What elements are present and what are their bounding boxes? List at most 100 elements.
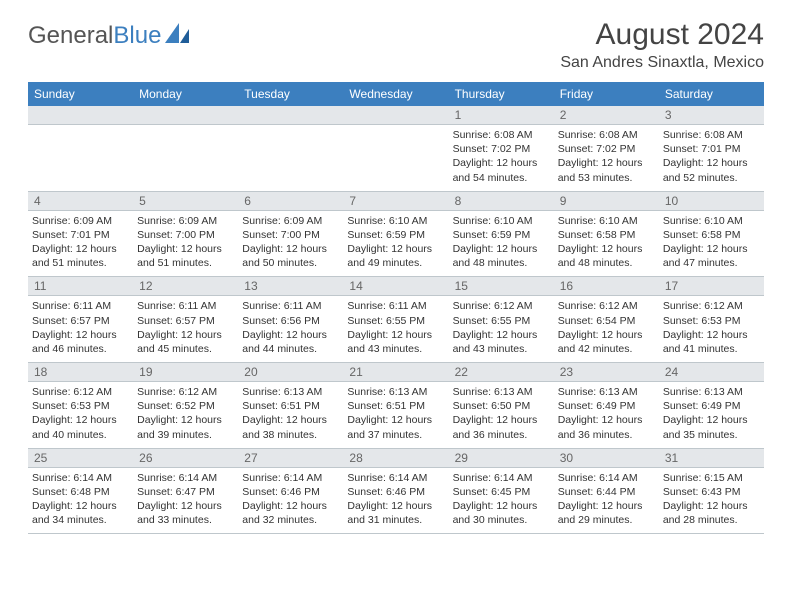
day-details: Sunrise: 6:08 AMSunset: 7:02 PMDaylight:… [554,125,659,191]
day-number-cell: 22 [449,363,554,382]
daynum-row: 25262728293031 [28,448,764,467]
day-details: Sunrise: 6:08 AMSunset: 7:02 PMDaylight:… [449,125,554,191]
day-number-cell: 24 [659,363,764,382]
day-details: Sunrise: 6:14 AMSunset: 6:48 PMDaylight:… [28,468,133,534]
day-detail-cell [28,125,133,192]
day-detail-cell: Sunrise: 6:11 AMSunset: 6:56 PMDaylight:… [238,296,343,363]
day-number-cell: 12 [133,277,238,296]
day-number: 21 [343,363,448,381]
day-number: 15 [449,277,554,295]
day-number: 30 [554,449,659,467]
day-detail-cell: Sunrise: 6:09 AMSunset: 7:00 PMDaylight:… [238,210,343,277]
day-details: Sunrise: 6:12 AMSunset: 6:55 PMDaylight:… [449,296,554,362]
day-number-cell [343,106,448,125]
day-number-cell: 18 [28,363,133,382]
day-number-cell: 9 [554,191,659,210]
day-number: 20 [238,363,343,381]
day-detail-cell [133,125,238,192]
day-number: 27 [238,449,343,467]
day-detail-cell: Sunrise: 6:08 AMSunset: 7:02 PMDaylight:… [554,125,659,192]
weekday-header: Friday [554,82,659,106]
day-details: Sunrise: 6:10 AMSunset: 6:58 PMDaylight:… [659,211,764,277]
header: GeneralBlue August 2024 San Andres Sinax… [28,18,764,72]
day-detail-cell [238,125,343,192]
day-details: Sunrise: 6:14 AMSunset: 6:45 PMDaylight:… [449,468,554,534]
day-number: 5 [133,192,238,210]
day-number-cell: 7 [343,191,448,210]
location: San Andres Sinaxtla, Mexico [560,54,764,72]
day-detail-cell [343,125,448,192]
day-number: 3 [659,106,764,124]
day-number: 12 [133,277,238,295]
weekday-header: Monday [133,82,238,106]
day-details: Sunrise: 6:14 AMSunset: 6:46 PMDaylight:… [343,468,448,534]
day-number-cell: 25 [28,448,133,467]
day-details: Sunrise: 6:11 AMSunset: 6:57 PMDaylight:… [28,296,133,362]
day-number-cell: 3 [659,106,764,125]
day-number: 26 [133,449,238,467]
day-number: 11 [28,277,133,295]
day-detail-cell: Sunrise: 6:15 AMSunset: 6:43 PMDaylight:… [659,467,764,534]
day-number-cell: 27 [238,448,343,467]
day-number: 14 [343,277,448,295]
day-details: Sunrise: 6:14 AMSunset: 6:46 PMDaylight:… [238,468,343,534]
month-title: August 2024 [560,18,764,52]
detail-row: Sunrise: 6:08 AMSunset: 7:02 PMDaylight:… [28,125,764,192]
day-detail-cell: Sunrise: 6:13 AMSunset: 6:51 PMDaylight:… [238,382,343,449]
day-number-cell: 20 [238,363,343,382]
calendar-page: GeneralBlue August 2024 San Andres Sinax… [0,0,792,544]
weekday-header: Saturday [659,82,764,106]
day-detail-cell: Sunrise: 6:14 AMSunset: 6:44 PMDaylight:… [554,467,659,534]
day-details: Sunrise: 6:09 AMSunset: 7:00 PMDaylight:… [238,211,343,277]
day-number-cell [133,106,238,125]
detail-row: Sunrise: 6:14 AMSunset: 6:48 PMDaylight:… [28,467,764,534]
day-number: 22 [449,363,554,381]
day-detail-cell: Sunrise: 6:09 AMSunset: 7:00 PMDaylight:… [133,210,238,277]
day-number-cell: 13 [238,277,343,296]
brand-part2: Blue [113,22,161,50]
day-detail-cell: Sunrise: 6:11 AMSunset: 6:57 PMDaylight:… [28,296,133,363]
day-number: 13 [238,277,343,295]
day-detail-cell: Sunrise: 6:13 AMSunset: 6:49 PMDaylight:… [659,382,764,449]
detail-row: Sunrise: 6:12 AMSunset: 6:53 PMDaylight:… [28,382,764,449]
calendar-table: SundayMondayTuesdayWednesdayThursdayFrid… [28,82,764,534]
day-number-cell: 5 [133,191,238,210]
day-detail-cell: Sunrise: 6:10 AMSunset: 6:59 PMDaylight:… [449,210,554,277]
day-detail-cell: Sunrise: 6:08 AMSunset: 7:02 PMDaylight:… [449,125,554,192]
day-details: Sunrise: 6:12 AMSunset: 6:54 PMDaylight:… [554,296,659,362]
day-detail-cell: Sunrise: 6:14 AMSunset: 6:48 PMDaylight:… [28,467,133,534]
day-details: Sunrise: 6:13 AMSunset: 6:51 PMDaylight:… [238,382,343,448]
day-number-cell: 8 [449,191,554,210]
day-number: 29 [449,449,554,467]
day-number-cell: 4 [28,191,133,210]
brand-sail-icon [165,22,191,50]
day-number-cell: 26 [133,448,238,467]
day-detail-cell: Sunrise: 6:14 AMSunset: 6:46 PMDaylight:… [238,467,343,534]
day-detail-cell: Sunrise: 6:10 AMSunset: 6:59 PMDaylight:… [343,210,448,277]
day-details: Sunrise: 6:08 AMSunset: 7:01 PMDaylight:… [659,125,764,191]
detail-row: Sunrise: 6:11 AMSunset: 6:57 PMDaylight:… [28,296,764,363]
day-detail-cell: Sunrise: 6:14 AMSunset: 6:47 PMDaylight:… [133,467,238,534]
day-number: 17 [659,277,764,295]
day-detail-cell: Sunrise: 6:13 AMSunset: 6:50 PMDaylight:… [449,382,554,449]
day-details: Sunrise: 6:15 AMSunset: 6:43 PMDaylight:… [659,468,764,534]
weekday-header-row: SundayMondayTuesdayWednesdayThursdayFrid… [28,82,764,106]
day-detail-cell: Sunrise: 6:10 AMSunset: 6:58 PMDaylight:… [659,210,764,277]
day-details: Sunrise: 6:13 AMSunset: 6:51 PMDaylight:… [343,382,448,448]
day-detail-cell: Sunrise: 6:12 AMSunset: 6:54 PMDaylight:… [554,296,659,363]
day-number-cell: 16 [554,277,659,296]
day-details: Sunrise: 6:11 AMSunset: 6:57 PMDaylight:… [133,296,238,362]
day-details: Sunrise: 6:12 AMSunset: 6:53 PMDaylight:… [28,382,133,448]
day-number-cell: 17 [659,277,764,296]
day-number-cell [238,106,343,125]
day-number: 28 [343,449,448,467]
day-details: Sunrise: 6:09 AMSunset: 7:00 PMDaylight:… [133,211,238,277]
title-block: August 2024 San Andres Sinaxtla, Mexico [560,18,764,72]
day-number: 24 [659,363,764,381]
day-number-cell: 6 [238,191,343,210]
day-number-cell: 14 [343,277,448,296]
day-detail-cell: Sunrise: 6:11 AMSunset: 6:55 PMDaylight:… [343,296,448,363]
day-number-cell: 23 [554,363,659,382]
day-number-cell: 10 [659,191,764,210]
day-number: 19 [133,363,238,381]
